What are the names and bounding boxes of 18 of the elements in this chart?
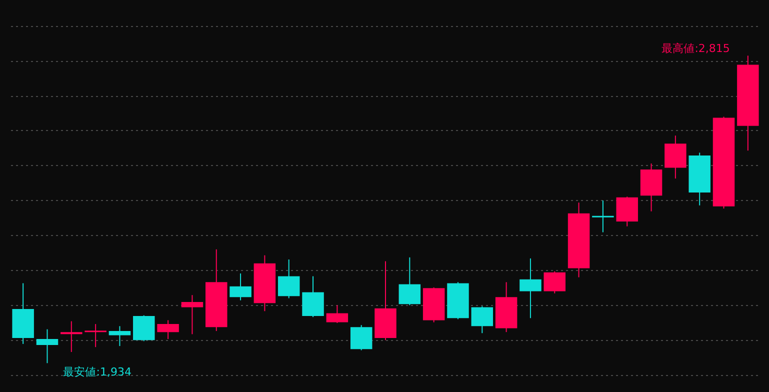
candlestick (157, 320, 179, 340)
candlestick (84, 324, 106, 348)
candlestick (302, 276, 324, 318)
candlestick (278, 258, 300, 299)
candlestick (60, 320, 82, 352)
annotation: 最高値:2,815 (662, 42, 730, 56)
candlestick (181, 294, 204, 335)
candlestick (350, 324, 372, 351)
candlestick (398, 256, 421, 306)
candlestick (326, 304, 348, 324)
candlestick (544, 270, 566, 294)
candlestick (36, 328, 58, 364)
candlestick (230, 272, 252, 301)
candlestick (520, 258, 542, 319)
annotation: 最安値:1,934 (63, 366, 132, 379)
candlestick (592, 200, 614, 233)
candlestick (471, 306, 494, 334)
candlestick (108, 326, 131, 347)
